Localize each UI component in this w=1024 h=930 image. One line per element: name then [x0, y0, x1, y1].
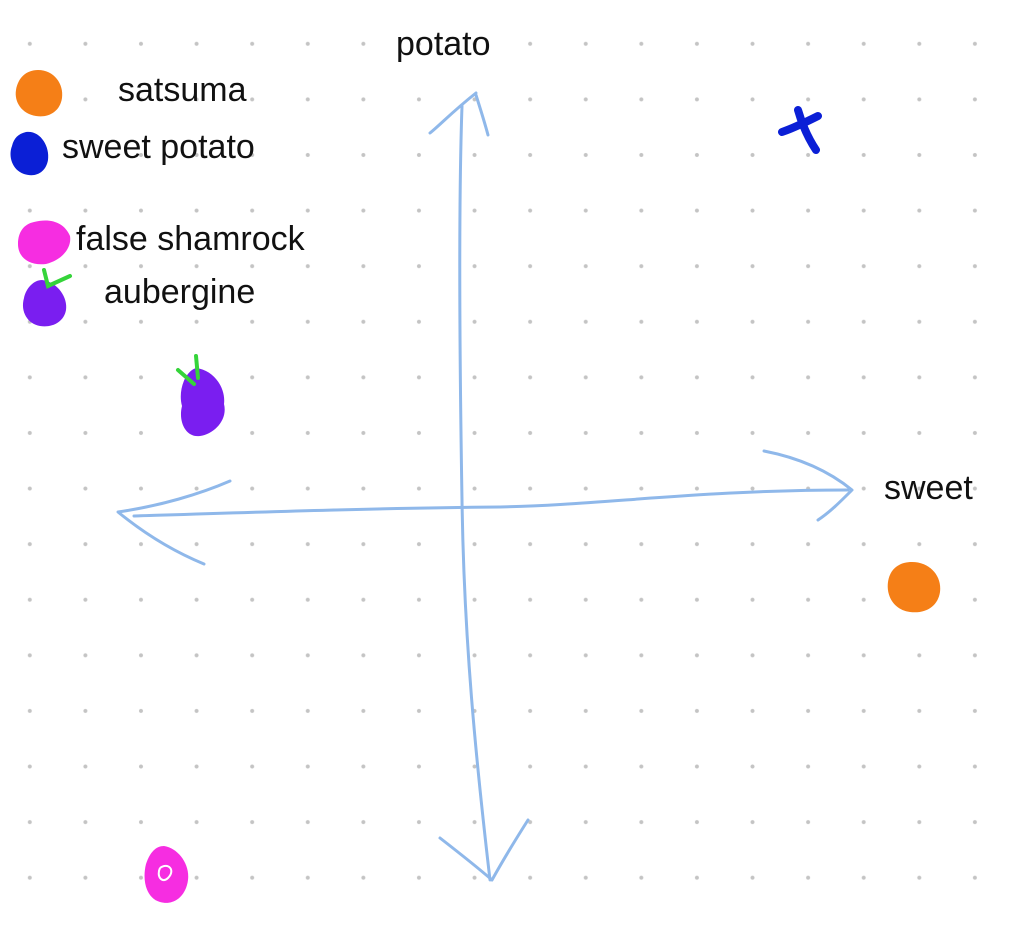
horizontal-axis-line	[132, 488, 850, 518]
vertical-axis-top-arrowhead	[428, 91, 490, 137]
legend-sweet-potato-icon	[10, 131, 49, 176]
data-points	[144, 106, 941, 903]
blue-cross-icon	[778, 106, 822, 154]
axes	[116, 91, 854, 882]
horizontal-axis-label: sweet	[884, 469, 973, 507]
legend-item-satsuma: satsuma	[118, 71, 247, 109]
legend-item-sweet-potato: sweet potato	[62, 128, 255, 166]
vertical-axis-line	[458, 104, 492, 882]
legend-item-false-shamrock: false shamrock	[76, 220, 305, 258]
legend-aubergine-icon	[22, 268, 72, 327]
satsuma-point-icon	[887, 562, 941, 613]
legend-satsuma-icon	[15, 70, 63, 117]
horizontal-axis-left-arrowhead	[116, 479, 232, 566]
legend-false-shamrock-icon	[18, 220, 71, 265]
aubergine-point-icon	[176, 354, 225, 437]
legend-item-aubergine: aubergine	[104, 273, 256, 311]
vertical-axis-label: potato	[396, 25, 491, 63]
false-shamrock-point-icon	[144, 846, 189, 903]
legend-icons	[10, 70, 72, 327]
horizontal-axis-right-arrowhead	[762, 449, 854, 522]
vertical-axis-bottom-arrowhead	[438, 818, 530, 882]
